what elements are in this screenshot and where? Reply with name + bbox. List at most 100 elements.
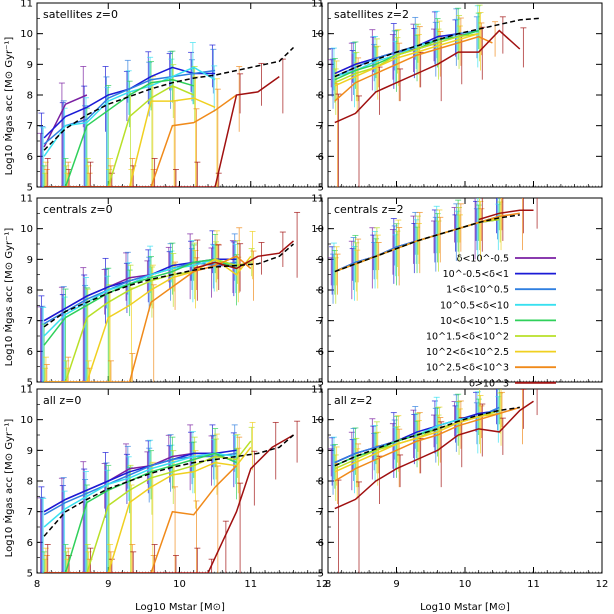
series-line <box>44 446 252 573</box>
series-line <box>44 258 251 382</box>
y-tick-label: 8 <box>27 477 33 488</box>
series-line <box>44 75 280 187</box>
y-tick-label: 8 <box>27 91 33 102</box>
series-line <box>334 29 521 124</box>
y-tick-label: 9 <box>318 255 324 266</box>
legend: δ<10^-0.5 10^-0.5<δ<1 1<δ<10^0.5 10^0.5<δ<1… <box>426 254 556 389</box>
series-group <box>37 420 301 573</box>
reference-line <box>334 406 520 467</box>
legend-label: 10^-0.5<δ<1 <box>443 269 509 280</box>
panel-title: satellites z=0 <box>43 8 118 21</box>
x-tick-label: 8 <box>325 579 331 590</box>
reference-line <box>43 434 294 537</box>
y-tick-label: 7 <box>27 316 33 327</box>
reference-line <box>334 17 541 78</box>
legend-label: 10<δ<10^1.5 <box>440 316 509 327</box>
plot-frame <box>327 197 603 383</box>
legend-label: 10^2<δ<10^2.5 <box>426 347 509 358</box>
y-axis-label: Log10 Ṁgas acc [M⊙ Gyr⁻¹] <box>2 228 15 367</box>
series-line <box>334 32 479 87</box>
plot-frame <box>327 2 603 188</box>
y-tick-label: 11 <box>20 194 33 205</box>
y-tick-label: 7 <box>318 316 324 327</box>
y-tick-label: 7 <box>318 507 324 518</box>
series-line <box>43 94 88 148</box>
reference-line <box>43 243 294 328</box>
y-tick-label: 11 <box>311 0 324 10</box>
series-line <box>43 258 237 337</box>
y-tick-label: 9 <box>27 60 33 71</box>
series-line <box>43 449 237 513</box>
series-line <box>334 406 521 482</box>
y-tick-label: 6 <box>318 538 324 549</box>
series-line <box>334 412 500 473</box>
y-tick-label: 5 <box>318 183 324 194</box>
series-line <box>43 261 237 325</box>
y-tick-label: 8 <box>318 477 324 488</box>
panel-title: all z=0 <box>43 394 81 407</box>
y-tick-label: 11 <box>311 194 324 205</box>
y-tick-label: 5 <box>27 183 33 194</box>
series-line <box>44 465 238 573</box>
legend-label: 10^0.5<δ<10 <box>440 300 509 311</box>
reference-line <box>43 46 295 151</box>
plot-frame <box>36 197 323 383</box>
panels-layer: 5 6 7 8 9 10 11 satellites z=0 5 6 7 8 9 10 11 satellit… <box>20 0 608 590</box>
series-line <box>43 66 216 157</box>
y-axis-label: Log10 Ṁgas acc [M⊙ Gyr⁻¹] <box>2 419 15 558</box>
series-line <box>44 434 294 573</box>
y-tick-label: 5 <box>27 378 33 389</box>
panel-title: satellites z=2 <box>334 8 409 21</box>
series-line <box>44 97 216 187</box>
series-line <box>44 84 194 187</box>
y-tick-label: 8 <box>318 286 324 297</box>
y-tick-label: 8 <box>318 91 324 102</box>
y-axis-label: Log10 Ṁgas acc [M⊙ Gyr⁻¹] <box>2 37 15 176</box>
series-line <box>193 240 294 270</box>
x-axis-label: Log10 Mstar [M⊙] <box>135 602 225 613</box>
panel: 5 6 7 8 9 10 11 satellites z=2 <box>311 0 603 194</box>
y-tick-label: 9 <box>318 60 324 71</box>
panel-title: centrals z=0 <box>43 203 113 216</box>
series-group <box>37 211 301 382</box>
legend-label: 10^1.5<δ<10^2 <box>426 332 509 343</box>
y-tick-label: 6 <box>27 152 33 163</box>
panel-title: all z=2 <box>334 394 372 407</box>
legend-label: δ<10^-0.5 <box>457 254 509 265</box>
series-line <box>44 78 194 187</box>
x-tick-label: 8 <box>34 579 40 590</box>
y-tick-label: 11 <box>20 385 33 396</box>
series-line <box>44 94 237 187</box>
series-group <box>328 389 538 573</box>
legend-label: 1<δ<10^0.5 <box>446 285 509 296</box>
y-tick-label: 7 <box>27 507 33 518</box>
series-line <box>44 440 252 573</box>
reference-line <box>334 214 520 273</box>
panel: 5 6 7 8 9 10 11 centrals z=0 <box>20 194 323 389</box>
y-tick-label: 10 <box>311 29 324 40</box>
series-group <box>328 198 538 304</box>
panel: 5 6 7 8 9 10 11 satellites z=0 <box>20 0 323 194</box>
series-line <box>478 209 534 221</box>
panel-title: centrals z=2 <box>334 203 404 216</box>
y-tick-label: 6 <box>318 152 324 163</box>
x-tick-label: 11 <box>527 579 540 590</box>
series-line <box>334 400 534 510</box>
series-line <box>334 32 479 84</box>
y-tick-label: 10 <box>20 29 33 40</box>
y-tick-label: 8 <box>27 286 33 297</box>
series-line <box>334 35 493 102</box>
y-tick-label: 10 <box>20 224 33 235</box>
x-axis-label: Log10 Mstar [M⊙] <box>420 602 510 613</box>
legend-label: δ>10^3 <box>469 378 509 389</box>
plot-frame <box>36 388 323 574</box>
series-group <box>37 42 295 187</box>
x-tick-label: 10 <box>173 579 186 590</box>
y-tick-label: 11 <box>311 385 324 396</box>
plot-frame <box>36 2 323 188</box>
series-line <box>43 258 237 346</box>
legend-label: 10^2.5<δ<10^3 <box>426 363 509 374</box>
